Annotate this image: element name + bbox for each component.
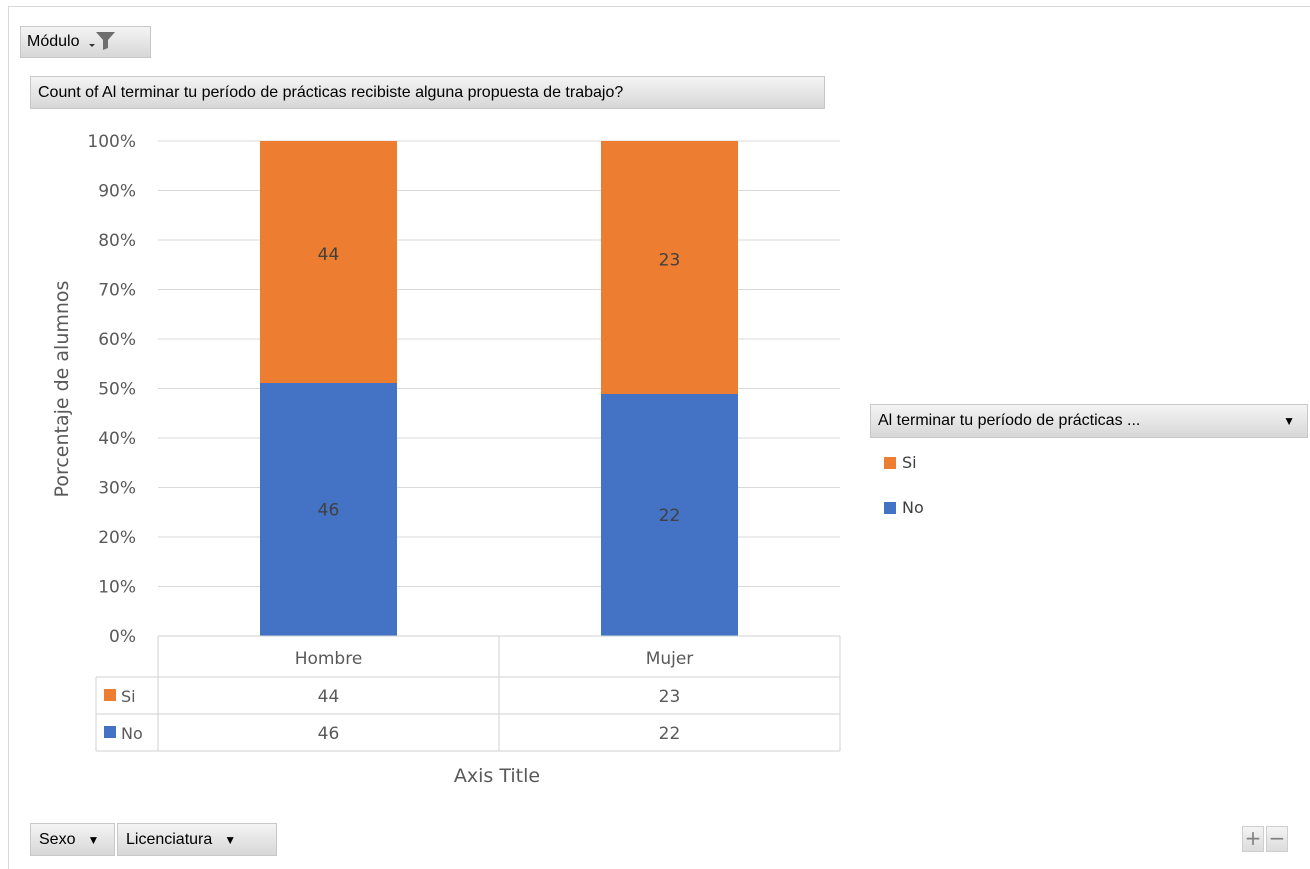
data-table-key-si — [104, 689, 116, 701]
data-table-key-no — [104, 726, 116, 738]
bar-si-mujer — [601, 141, 738, 394]
legend-field-label: Al terminar tu período de prácticas ... — [878, 412, 1141, 429]
licenciatura-field-button[interactable]: Licenciatura ▼ — [117, 823, 277, 856]
data-label-no-hombre: 46 — [318, 501, 340, 521]
legend-label-no: No — [902, 498, 924, 517]
chevron-down-icon: ▼ — [87, 832, 100, 847]
chevron-down-icon: ▼ — [1283, 414, 1295, 428]
data-table-cell-si-hombre: 44 — [318, 687, 340, 707]
y-tick-label: 0% — [109, 627, 136, 647]
legend-label-si: Si — [902, 453, 917, 472]
y-tick-label: 10% — [98, 578, 136, 598]
x-category-label-mujer: Mujer — [646, 649, 694, 669]
data-label-si-hombre: 44 — [318, 245, 340, 265]
y-tick-label: 50% — [98, 380, 136, 400]
y-tick-label: 20% — [98, 528, 136, 548]
minus-icon: − — [1268, 826, 1286, 850]
sexo-field-button[interactable]: Sexo ▼ — [30, 823, 115, 856]
y-tick-label: 60% — [98, 330, 136, 350]
y-tick-label: 100% — [87, 132, 136, 152]
x-axis-title: Axis Title — [454, 765, 540, 787]
data-table-cell-si-mujer: 23 — [659, 687, 681, 707]
value-field-button[interactable]: Count of Al terminar tu período de práct… — [30, 76, 825, 109]
data-table-cell-no-hombre: 46 — [318, 724, 340, 744]
zoom-in-button[interactable]: + — [1242, 826, 1264, 852]
data-label-si-mujer: 23 — [659, 251, 681, 271]
value-field-label: Count of Al terminar tu período de práct… — [38, 83, 624, 101]
sexo-field-label: Sexo — [39, 830, 76, 848]
modulo-filter-button[interactable]: Módulo — [20, 26, 151, 58]
bar-no-mujer — [601, 394, 738, 636]
data-label-no-mujer: 22 — [659, 506, 681, 526]
zoom-out-button[interactable]: − — [1266, 826, 1288, 852]
legend-item-si: Si — [884, 453, 917, 472]
modulo-filter-label: Módulo — [27, 33, 80, 50]
legend-swatch-si — [884, 456, 896, 469]
filter-funnel-icon — [87, 29, 117, 56]
bar-si-hombre — [260, 141, 397, 383]
chart-frame-top-border — [8, 6, 1310, 7]
y-tick-label: 70% — [98, 281, 136, 301]
y-tick-label: 80% — [98, 231, 136, 251]
chevron-down-icon: ▼ — [224, 832, 237, 847]
plus-icon: + — [1244, 826, 1262, 850]
legend-swatch-no — [884, 501, 896, 514]
legend-item-no: No — [884, 498, 924, 517]
y-tick-label: 90% — [98, 182, 136, 202]
data-table-series-label-si: Si — [121, 687, 136, 706]
licenciatura-field-label: Licenciatura — [126, 830, 213, 848]
x-category-label-hombre: Hombre — [295, 649, 363, 669]
y-axis-title: Porcentaje de alumnos — [51, 281, 73, 498]
legend-field-button[interactable]: Al terminar tu período de prácticas ... … — [870, 404, 1308, 438]
chart-frame-left-border — [8, 6, 9, 869]
data-table-series-label-no: No — [121, 724, 143, 743]
y-tick-label: 40% — [98, 429, 136, 449]
y-tick-label: 30% — [98, 479, 136, 499]
data-table-cell-no-mujer: 22 — [659, 724, 681, 744]
bar-no-hombre — [260, 383, 397, 636]
